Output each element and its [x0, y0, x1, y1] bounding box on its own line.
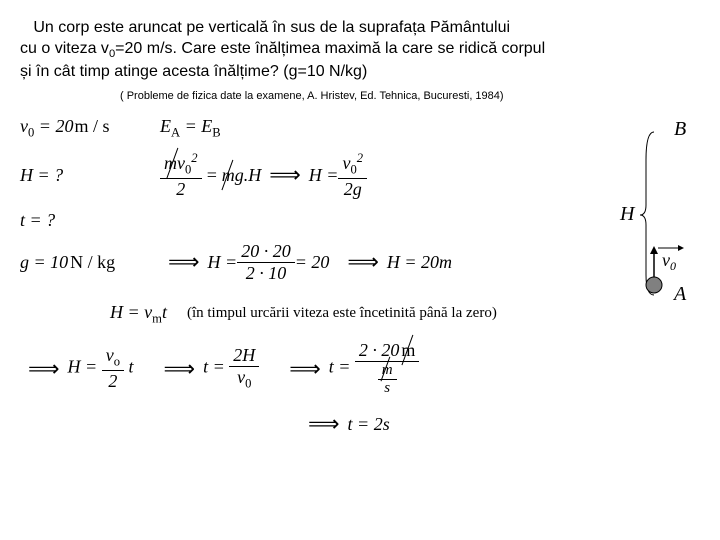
result-H: H = 20m: [387, 252, 452, 273]
point-b-label: B: [674, 120, 686, 140]
problem-line2a: cu o viteza v: [20, 40, 109, 57]
source-citation: ( Probleme de fizica date la examene, A.…: [120, 90, 700, 102]
problem-line3: și în cât timp atinge acesta înălțime? (…: [20, 63, 367, 80]
given-t: t = ?: [20, 210, 160, 231]
implies-icon: ⟹: [168, 249, 200, 275]
implies-icon: ⟹: [164, 356, 196, 382]
problem-line2b: =20 m/s. Care este înălțimea maximă la c…: [115, 40, 545, 57]
t-formula: t = 2Hv0: [203, 345, 259, 392]
energy-equation: mv022 = mg.H ⟹ H = v022g: [160, 151, 367, 200]
v0-label: v0: [662, 250, 676, 273]
kinematics-eq: H = vmt: [110, 302, 167, 327]
implies-icon: ⟹: [308, 411, 340, 437]
implies-icon: ⟹: [289, 356, 321, 382]
h-numeric: ⟹ H = 20 · 202 · 10 = 20 ⟹ H = 20m: [160, 241, 452, 284]
implies-icon: ⟹: [269, 162, 301, 188]
energy-conservation: EA = EB: [160, 116, 221, 141]
problem-statement: Un corp este aruncat pe verticală în sus…: [20, 18, 700, 82]
given-v0: v0 = 20m / s: [20, 116, 160, 141]
implies-icon: ⟹: [28, 356, 60, 382]
result-t: t = 2s: [348, 414, 390, 435]
implies-icon: ⟹: [347, 249, 379, 275]
ball: [646, 277, 662, 293]
given-g: g = 10N / kg: [20, 252, 160, 273]
arrow-head: [650, 246, 658, 254]
point-a-label: A: [672, 283, 687, 305]
problem-line1: Un corp este aruncat pe verticală în sus…: [33, 19, 510, 36]
given-H: H = ?: [20, 165, 160, 186]
H-avg-eq: H = vo2 t: [68, 345, 134, 392]
brace: [640, 132, 654, 295]
t-numeric: t = 2 · 20m ms: [329, 340, 420, 397]
v-over-head: [678, 245, 684, 251]
height-label: H: [619, 203, 636, 225]
physics-diagram: B A H v0: [584, 120, 694, 310]
note-text: (în timpul urcării viteza este încetinit…: [187, 305, 497, 322]
